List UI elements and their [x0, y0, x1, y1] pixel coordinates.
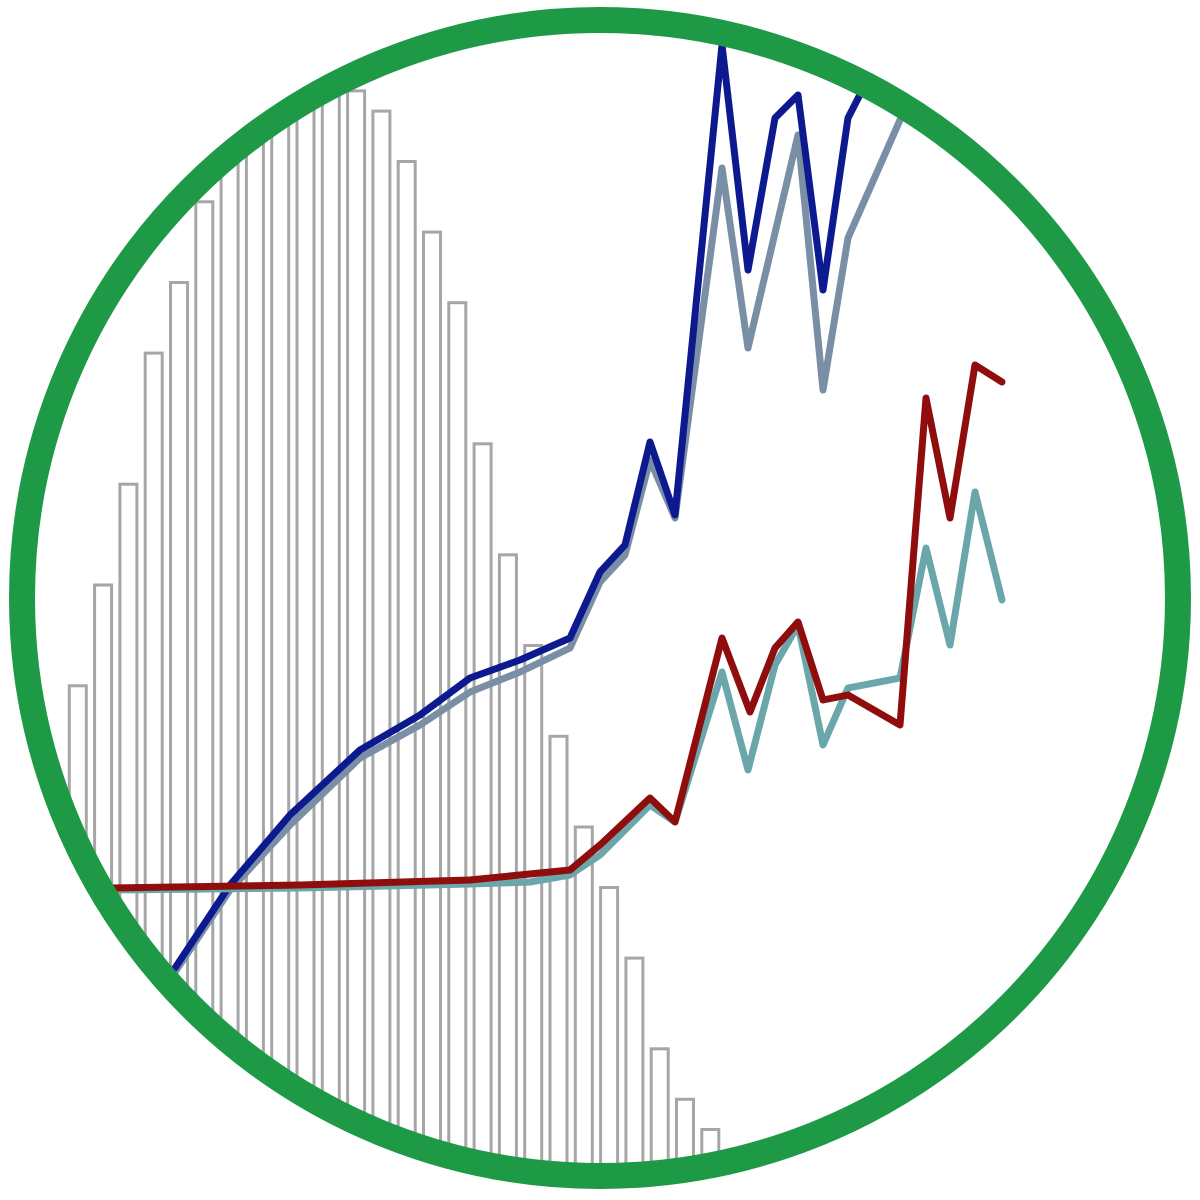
histogram-bar	[523, 644, 544, 1170]
histogram-bar	[675, 1097, 695, 1170]
trend-line-3	[106, 361, 1006, 892]
histogram-bar	[472, 442, 493, 1170]
histogram-bar	[447, 301, 468, 1170]
histogram-bar	[396, 160, 417, 1170]
histogram-bar	[169, 281, 189, 1170]
trend-line-1	[171, 41, 874, 972]
trend-line-4	[106, 488, 1006, 894]
histogram-bar	[599, 886, 620, 1170]
histogram-bar	[548, 734, 569, 1170]
histogram-bar	[320, 79, 341, 1170]
badge-ring	[9, 7, 1191, 1189]
histogram-bar	[649, 1047, 670, 1170]
histogram-bar	[244, 129, 265, 1170]
histogram-bar	[270, 99, 291, 1170]
histogram-bar	[346, 89, 367, 1170]
trend-line-2	[171, 116, 904, 976]
histogram-bar	[573, 825, 594, 1170]
histogram-bar	[624, 956, 645, 1170]
histogram-bar	[371, 109, 392, 1170]
histogram-bar	[295, 79, 316, 1170]
trend-lines	[106, 41, 1006, 976]
